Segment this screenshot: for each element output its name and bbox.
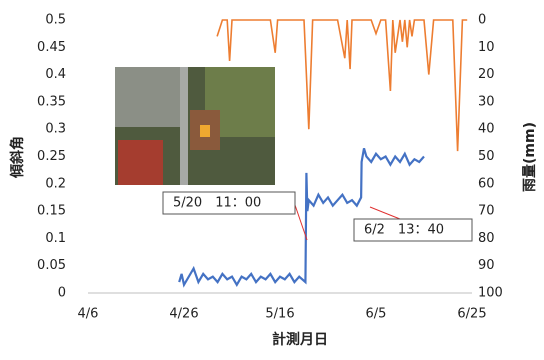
y-tick-label: 0 bbox=[58, 286, 66, 301]
chart: 計測月日 傾斜角 雨量(mm) 0 0.05 0.1 0.15 0.2 0.25 0.3 0.… bbox=[0, 0, 544, 356]
y-tick-label: 0.15 bbox=[37, 204, 66, 219]
y-tick-label: 0.2 bbox=[45, 176, 66, 191]
y-tick-label: 0.45 bbox=[37, 40, 66, 55]
x-tick-label: 4/26 bbox=[169, 307, 198, 322]
photo bbox=[115, 67, 275, 185]
x-tick-label: 5/16 bbox=[265, 307, 294, 322]
y2-tick-label: 40 bbox=[478, 122, 495, 137]
y-tick-label: 0.5 bbox=[45, 13, 66, 28]
y-tick-label: 0.25 bbox=[37, 149, 66, 164]
y2-tick-label: 60 bbox=[478, 176, 495, 191]
y-tick-label: 0.05 bbox=[37, 258, 66, 273]
y-tick-label: 0.35 bbox=[37, 94, 66, 109]
y2-tick-label: 30 bbox=[478, 94, 495, 109]
annotation: 6/2 13：40 bbox=[364, 223, 444, 238]
y-tick-label: 0.1 bbox=[45, 231, 66, 246]
x-axis-title: 計測月日 bbox=[272, 331, 328, 348]
annotation-arrow bbox=[370, 207, 400, 219]
x-tick-label: 6/5 bbox=[366, 307, 387, 322]
y2-tick-label: 80 bbox=[478, 231, 495, 246]
y2-tick-label: 0 bbox=[478, 13, 486, 28]
y-tick-label: 0.3 bbox=[45, 122, 66, 137]
y2-tick-label: 70 bbox=[478, 204, 495, 219]
x-tick-label: 6/25 bbox=[457, 307, 486, 322]
x-tick-label: 4/6 bbox=[78, 307, 99, 322]
y2-tick-label: 20 bbox=[478, 67, 495, 82]
y2-axis-title: 雨量(mm) bbox=[522, 122, 538, 192]
y2-tick-label: 90 bbox=[478, 258, 495, 273]
y-tick-label: 0.4 bbox=[45, 67, 66, 82]
annotation: 5/20 11：00 bbox=[173, 196, 261, 211]
y-axis-title: 傾斜角 bbox=[9, 136, 26, 179]
y2-tick-label: 100 bbox=[478, 286, 503, 301]
y2-tick-label: 10 bbox=[478, 40, 495, 55]
y2-tick-label: 50 bbox=[478, 149, 495, 164]
